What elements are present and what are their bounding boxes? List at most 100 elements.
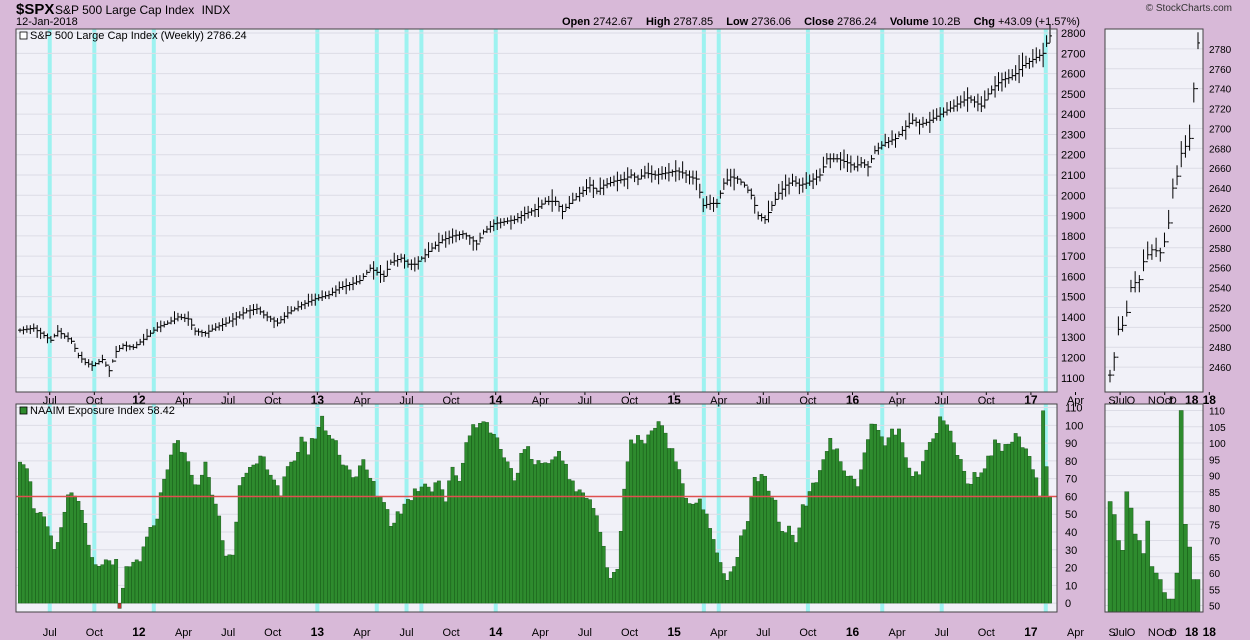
exposure-bar [818, 470, 822, 604]
exposure-bar [265, 469, 270, 604]
exposure-bar [577, 489, 582, 604]
exposure-bar [677, 469, 682, 604]
side-indicator-y-tick-label: 50 [1209, 602, 1221, 613]
main-y-tick-label: 2800 [1061, 28, 1085, 40]
exposure-bar [134, 559, 139, 604]
exposure-bar [213, 503, 218, 604]
exposure-bar [237, 485, 242, 604]
exposure-bar [941, 420, 946, 604]
panel-frame-main [15, 28, 1058, 393]
side-exposure-bar [1128, 507, 1134, 613]
exposure-bar [639, 439, 644, 604]
main-x-tick-label: Apr [889, 395, 906, 407]
exposure-bar [773, 499, 778, 604]
exposure-bar [471, 424, 476, 604]
main-y-tick-label: 1200 [1061, 353, 1085, 365]
exposure-bar [86, 544, 91, 604]
side-indicator-x-tick-label: D [1169, 627, 1177, 639]
exposure-bar [553, 456, 558, 604]
side-y-tick-label: 2780 [1209, 45, 1232, 56]
exposure-bar [969, 483, 973, 604]
exposure-bar [371, 481, 376, 604]
side-exposure-bar [1141, 553, 1146, 613]
indicator-x-tick-label: 17 [1024, 625, 1038, 639]
exposure-bar [103, 559, 108, 604]
exposure-bar [1024, 448, 1028, 604]
exposure-bar [145, 536, 149, 604]
side-y-tick-label: 2460 [1209, 363, 1232, 374]
exposure-bar [574, 491, 579, 604]
exposure-bar [426, 486, 431, 604]
exposure-bar [588, 499, 592, 604]
exposure-bar [886, 437, 891, 604]
highlight-band-indicator [701, 404, 706, 612]
exposure-bar [605, 567, 610, 604]
exposure-bar [364, 469, 369, 604]
main-y-tick-label: 1900 [1061, 211, 1085, 223]
exposure-bar [742, 529, 747, 604]
indicator-y-tick-label: 90 [1065, 438, 1077, 450]
exposure-bar [814, 482, 819, 604]
exposure-bar [306, 454, 311, 604]
exposure-bar [31, 508, 36, 604]
exposure-bar [230, 554, 235, 604]
side-indicator-x-tick-label: N [1148, 627, 1156, 639]
exposure-bar [18, 461, 22, 604]
main-y-tick-label: 1300 [1061, 332, 1085, 344]
exposure-bar [591, 508, 596, 604]
exposure-bar [313, 438, 318, 604]
exposure-bar [612, 572, 616, 604]
exposure-bar [361, 459, 366, 604]
exposure-bar [176, 440, 180, 604]
main-y-tick-label: 2500 [1061, 89, 1085, 101]
exposure-bar [395, 511, 400, 604]
side-y-tick-label: 2740 [1209, 85, 1232, 96]
side-exposure-bar [1170, 598, 1176, 613]
indicator-x-tick-label: 18 [1203, 625, 1217, 639]
side-y-tick-label: 2760 [1209, 65, 1232, 76]
exposure-bar [169, 454, 173, 604]
security-name: S&P 500 Large Cap Index INDX [55, 3, 230, 17]
exposure-bar [141, 546, 146, 604]
exposure-bar [708, 528, 713, 604]
side-indicator-y-tick-label: 85 [1209, 488, 1221, 499]
exposure-bar [625, 461, 630, 604]
chart-date: 12-Jan-2018 [16, 16, 78, 28]
panel-frame-sind [1104, 403, 1204, 613]
exposure-bar [309, 438, 314, 604]
indicator-y-tick-label: 110 [1065, 403, 1083, 415]
exposure-bar [546, 463, 551, 604]
exposure-bar [917, 474, 922, 604]
exposure-bar [866, 439, 870, 604]
highlight-band-main [701, 29, 706, 392]
highlight-band-main [47, 29, 52, 392]
exposure-bar [601, 545, 606, 604]
side-exposure-bar [1137, 540, 1142, 613]
exposure-bar [107, 560, 112, 604]
side-y-tick-label: 2500 [1209, 323, 1232, 334]
main-x-tick-label: Oct [443, 395, 460, 407]
main-y-tick-label: 2400 [1061, 109, 1085, 121]
quote-volume-label: Volume [889, 16, 929, 28]
exposure-bar [663, 432, 668, 604]
side-indicator-y-tick-label: 90 [1209, 472, 1221, 483]
quote-chg-label: Chg [973, 16, 995, 28]
exposure-bar [402, 503, 407, 604]
exposure-bar [436, 480, 441, 604]
exposure-bar [261, 456, 266, 604]
exposure-bar [821, 459, 826, 604]
highlight-band-indicator [47, 404, 52, 612]
quote-volume-value: 10.2B [931, 16, 961, 28]
main-y-tick-label: 1700 [1061, 251, 1085, 263]
exposure-bar [584, 497, 589, 604]
indicator-y-tick-label: 100 [1065, 420, 1083, 432]
exposure-bar [694, 502, 699, 604]
exposure-bar [100, 564, 105, 604]
exposure-bar [794, 542, 798, 604]
highlight-band-main [315, 29, 320, 392]
exposure-bar [656, 421, 661, 604]
exposure-bar [121, 587, 125, 604]
side-indicator-y-tick-label: 55 [1209, 585, 1221, 596]
indicator-y-tick-label: 40 [1065, 527, 1077, 539]
exposure-bar [807, 491, 812, 604]
